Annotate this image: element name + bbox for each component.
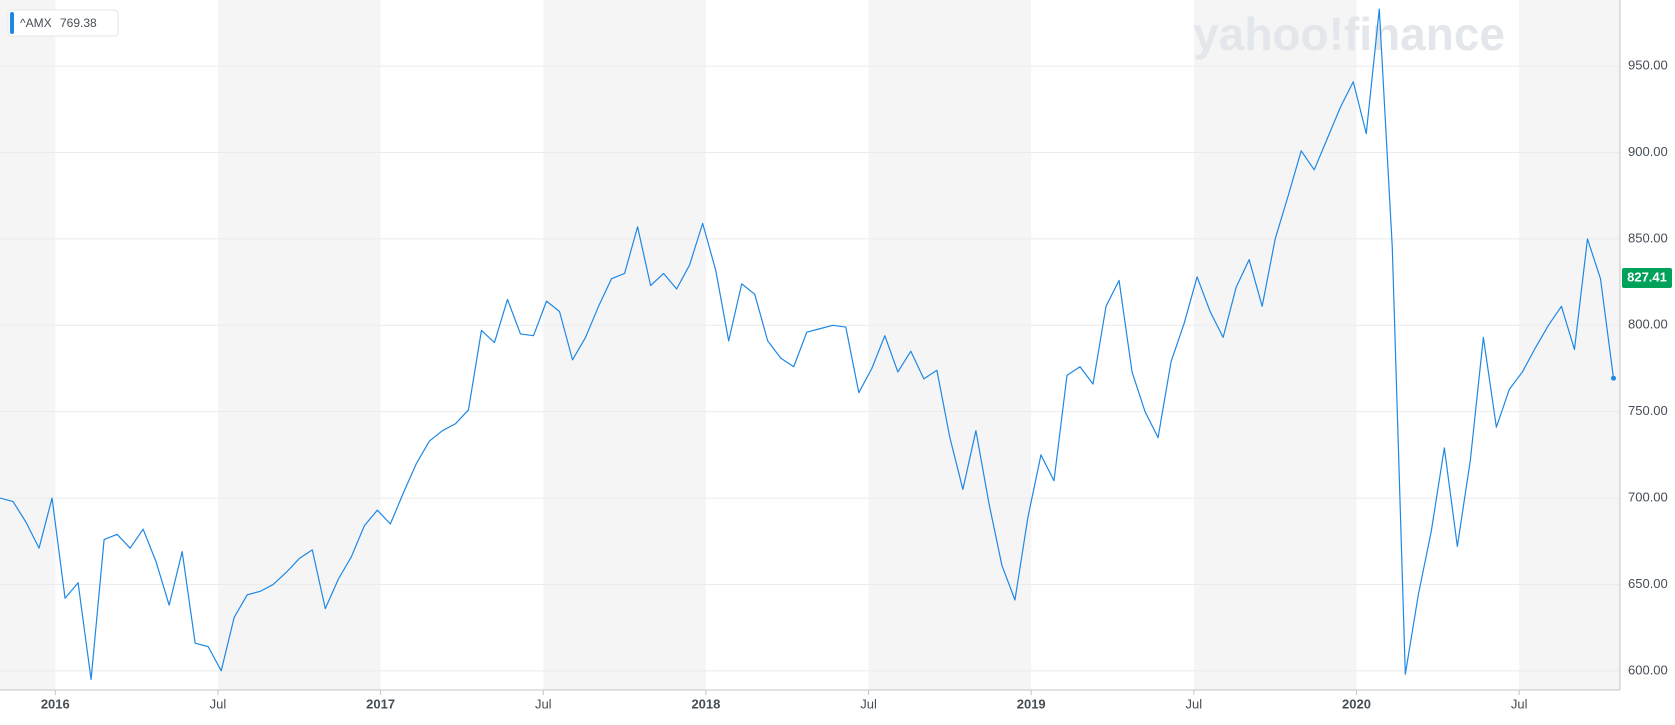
period-band [1193,0,1357,690]
y-tick-label: 800.00 [1628,317,1668,332]
price-badge [1622,267,1672,288]
x-tick-label: Jul [535,696,552,711]
x-tick-label: 2018 [691,696,720,711]
x-tick-label: Jul [1511,696,1528,711]
last-point [1610,375,1616,381]
y-tick-label: 700.00 [1628,490,1668,505]
x-tick-label: 2016 [41,696,70,711]
legend-value: 769.38 [60,16,97,30]
x-tick-label: Jul [1186,696,1203,711]
legend-swatch [10,12,14,34]
period-band [217,0,381,690]
x-tick-label: Jul [210,696,227,711]
price-line [0,8,1615,681]
y-tick-label: 750.00 [1628,403,1668,418]
y-tick-label: 950.00 [1628,58,1668,73]
y-tick-label: 650.00 [1628,576,1668,591]
y-tick-label: 600.00 [1628,662,1668,677]
price-badge-label: 827.41 [1627,269,1667,284]
period-band [0,0,56,690]
y-tick-label: 850.00 [1628,230,1668,245]
x-tick-label: 2019 [1017,696,1046,711]
period-band [1519,0,1620,690]
x-tick-label: 2020 [1342,696,1371,711]
watermark: yahoo!finance [1193,8,1505,60]
period-band [868,0,1032,690]
period-band [543,0,706,690]
legend-symbol: ^AMX [20,16,52,30]
legend-box [7,9,119,37]
y-tick-label: 900.00 [1628,144,1668,159]
legend: ^AMX 769.38 [7,9,119,37]
x-tick-label: Jul [860,696,877,711]
x-tick-label: 2017 [366,696,395,711]
